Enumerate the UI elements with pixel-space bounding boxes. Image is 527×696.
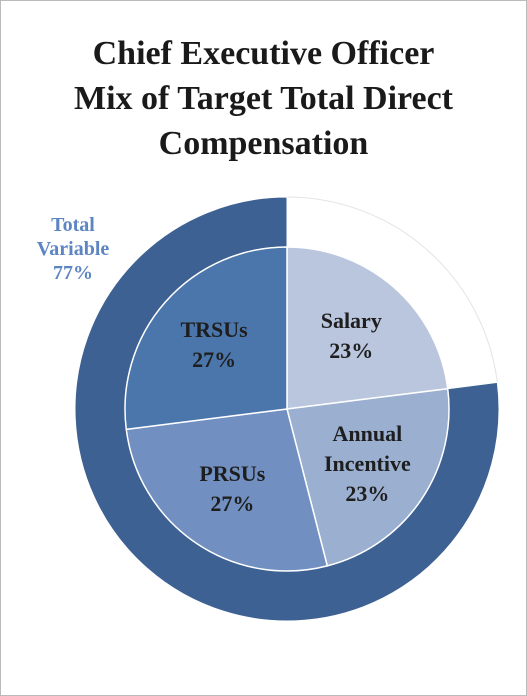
- chart-title: Chief Executive Officer Mix of Target To…: [74, 35, 453, 162]
- slice-label: TRSUs 27%: [154, 315, 274, 375]
- label-text: PRSUs: [199, 461, 266, 487]
- pie-slice: [286, 246, 449, 410]
- label-text: 23%: [329, 338, 374, 364]
- pie-slice: [124, 246, 288, 431]
- slice-label: Annual Incentive 23%: [307, 419, 427, 509]
- pie-slice: [286, 387, 450, 567]
- label-text: Total Variable: [36, 214, 110, 260]
- label-text: 23%: [345, 480, 390, 506]
- label-text: 77%: [53, 262, 93, 284]
- label-text: 27%: [192, 346, 237, 372]
- slice-label: PRSUs 27%: [172, 459, 292, 519]
- label-text: Salary: [320, 308, 382, 334]
- label-text: Annual Incentive: [324, 420, 411, 476]
- slice-label: Salary 23%: [291, 306, 411, 366]
- label-text: TRSUs: [180, 316, 248, 342]
- pie-slice: [125, 408, 329, 572]
- label-text: 27%: [210, 491, 255, 517]
- slice-label: Total Variable 77%: [18, 213, 128, 285]
